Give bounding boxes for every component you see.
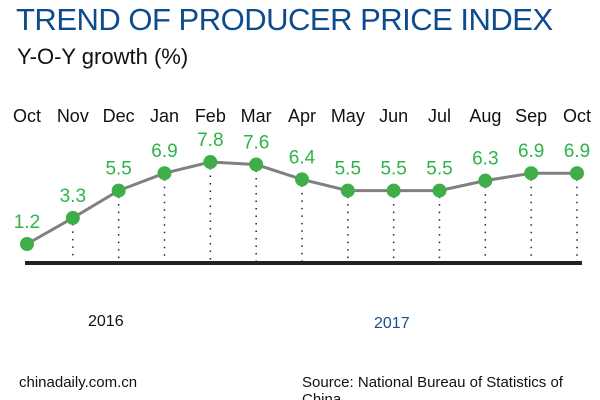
data-point	[295, 172, 309, 187]
data-point	[249, 157, 264, 172]
data-label: 5.5	[380, 159, 406, 180]
year-label-2017: 2017	[374, 315, 410, 332]
data-label: 5.5	[426, 159, 452, 180]
data-label: 6.9	[151, 141, 177, 162]
data-point	[340, 183, 355, 198]
x-tick-label: Oct	[563, 106, 591, 126]
data-label: 6.9	[564, 141, 590, 162]
data-label: 7.8	[197, 130, 223, 151]
data-label: 5.5	[105, 159, 131, 180]
data-label: 1.2	[14, 212, 40, 233]
x-tick-label: Feb	[195, 106, 226, 126]
x-tick-label: May	[331, 106, 365, 126]
x-tick-label: Dec	[103, 106, 135, 126]
data-point	[386, 183, 401, 198]
x-tick-label: Aug	[469, 106, 501, 126]
chart-title: TREND OF PRODUCER PRICE INDEX	[16, 2, 553, 37]
data-point	[20, 237, 34, 251]
x-tick-label: Sep	[515, 106, 547, 126]
data-point	[65, 210, 80, 225]
x-tick-label: Jan	[150, 106, 179, 126]
y-axis-label: Y-O-Y growth (%)	[17, 44, 189, 69]
year-label-2016: 2016	[88, 313, 124, 330]
data-point	[432, 183, 447, 198]
data-label: 6.3	[472, 149, 498, 170]
data-label: 6.4	[289, 147, 316, 168]
data-label: 7.6	[243, 133, 269, 154]
x-tick-label: Nov	[57, 106, 89, 126]
data-label: 3.3	[60, 186, 86, 207]
site-credit: chinadaily.com.cn	[19, 374, 138, 391]
x-tick-label: Mar	[241, 106, 272, 126]
data-point	[524, 166, 539, 181]
data-point	[157, 166, 172, 181]
data-label: 5.5	[335, 159, 361, 180]
x-tick-label: Jun	[379, 106, 408, 126]
x-tick-label: Jul	[428, 106, 451, 126]
source-note: Source: National Bureau of Statistics of…	[302, 374, 563, 400]
x-tick-label: Oct	[13, 106, 41, 126]
data-point	[570, 166, 584, 181]
data-point	[203, 155, 218, 170]
data-point	[111, 183, 126, 198]
data-point	[478, 173, 493, 188]
data-label: 6.9	[518, 141, 544, 162]
x-tick-label: Apr	[288, 106, 316, 126]
